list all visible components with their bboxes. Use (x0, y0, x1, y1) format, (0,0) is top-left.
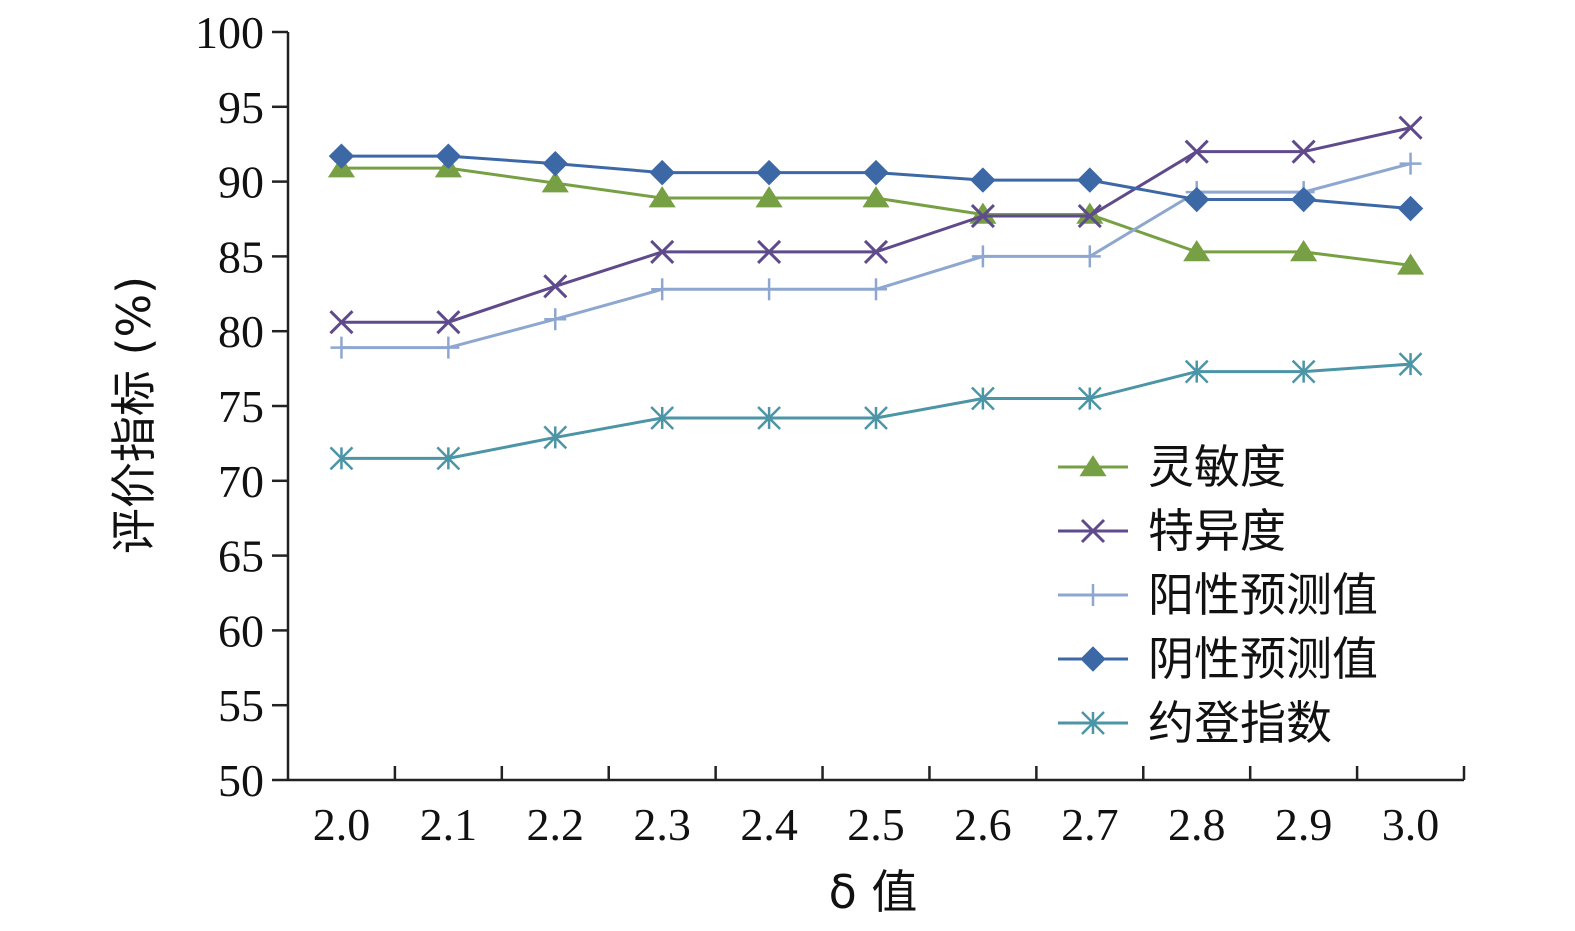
marker-asterisk (1291, 359, 1316, 384)
x-tick-label: 2.9 (1275, 799, 1333, 850)
marker-plus (865, 278, 887, 301)
x-axis-title: δ 值 (829, 865, 918, 919)
x-tick-label: 2.7 (1061, 799, 1119, 850)
x-tick-label: 2.0 (313, 799, 371, 850)
marker-diamond (649, 159, 675, 186)
marker-x (863, 239, 889, 264)
marker-x (970, 203, 995, 229)
legend-label: 阳性预测值 (1148, 568, 1378, 622)
marker-triangle (1079, 455, 1107, 477)
marker-diamond (542, 150, 568, 177)
marker-triangle (541, 171, 569, 193)
marker-asterisk (757, 406, 781, 430)
marker-x (757, 239, 782, 264)
x-tick-label: 2.3 (633, 799, 691, 850)
marker-plus (758, 278, 781, 301)
y-tick-label: 85 (218, 231, 264, 282)
y-tick-label: 60 (218, 605, 264, 656)
x-tick-label: 2.4 (740, 799, 798, 850)
marker-plus (971, 245, 994, 268)
marker-asterisk (650, 406, 675, 430)
y-axis-title: 评价指标 (%) (107, 276, 161, 554)
series-4 (328, 143, 1424, 222)
marker-plus (1399, 152, 1422, 175)
x-tick-label: 2.8 (1168, 799, 1226, 850)
marker-triangle (1290, 239, 1318, 262)
legend-item: 灵敏度 (1058, 440, 1286, 494)
legend-item: 约登指数 (1058, 696, 1332, 750)
y-tick-label: 80 (218, 306, 264, 357)
marker-asterisk (864, 406, 888, 430)
marker-x (1077, 203, 1102, 229)
marker-triangle (862, 186, 890, 208)
marker-diamond (1080, 646, 1106, 672)
marker-asterisk (1184, 359, 1209, 384)
y-axis-ticks: 50 55 60 65 70 75 80 85 90 95 100 (195, 7, 288, 806)
marker-plus (1078, 245, 1101, 268)
y-tick-label: 55 (218, 680, 264, 731)
marker-diamond (756, 159, 782, 186)
marker-diamond (1077, 167, 1103, 193)
marker-x (543, 274, 568, 299)
legend-label: 特异度 (1148, 504, 1286, 558)
marker-x (650, 239, 675, 264)
y-tick-label: 65 (218, 531, 264, 582)
legend-label: 约登指数 (1148, 696, 1332, 750)
marker-plus (437, 336, 460, 359)
marker-diamond (1397, 195, 1424, 222)
legend-label: 阴性预测值 (1148, 632, 1378, 686)
marker-asterisk (1081, 711, 1105, 735)
marker-diamond (435, 143, 462, 169)
y-tick-label: 50 (218, 755, 264, 806)
marker-diamond (1290, 186, 1317, 213)
marker-diamond (970, 167, 996, 193)
marker-triangle (648, 186, 676, 208)
legend-item: 阴性预测值 (1058, 632, 1378, 686)
marker-triangle (755, 186, 783, 208)
series-5 (329, 352, 1423, 471)
marker-asterisk (1398, 352, 1423, 376)
legend-item: 阳性预测值 (1058, 568, 1378, 622)
x-tick-label: 2.5 (847, 799, 905, 850)
x-tick-label: 2.6 (954, 799, 1012, 850)
marker-asterisk (543, 425, 568, 450)
y-tick-label: 90 (218, 157, 264, 208)
marker-asterisk (436, 446, 461, 471)
marker-diamond (863, 159, 889, 186)
marker-diamond (1184, 186, 1210, 213)
marker-x (329, 310, 354, 335)
marker-plus (544, 308, 567, 331)
marker-triangle (1396, 253, 1425, 275)
x-tick-label: 2.2 (527, 799, 585, 850)
marker-asterisk (1077, 386, 1102, 411)
marker-plus (1082, 584, 1104, 606)
y-tick-label: 70 (218, 456, 264, 507)
marker-plus (651, 278, 674, 301)
marker-asterisk (329, 446, 354, 471)
marker-x (436, 310, 461, 335)
marker-x (1398, 115, 1423, 140)
marker-triangle (1183, 239, 1211, 262)
y-tick-label: 75 (218, 381, 264, 432)
x-axis-ticks: 2.0 2.1 2.2 2.3 2.4 2.5 2.6 2.7 2.8 2.9 3.0 (313, 766, 1466, 850)
marker-x (1080, 518, 1106, 544)
x-tick-label: 2.1 (420, 799, 478, 850)
marker-x (1291, 139, 1316, 164)
series-2 (329, 115, 1423, 335)
y-tick-label: 100 (195, 7, 264, 58)
series-layer (327, 115, 1425, 471)
marker-diamond (328, 143, 355, 169)
series-1 (327, 156, 1425, 275)
marker-x (1184, 139, 1209, 164)
marker-asterisk (971, 386, 995, 411)
legend-item: 特异度 (1058, 504, 1286, 558)
marker-plus (330, 336, 353, 359)
y-tick-label: 95 (218, 82, 264, 133)
x-tick-label: 3.0 (1382, 799, 1440, 850)
legend-label: 灵敏度 (1148, 440, 1286, 494)
